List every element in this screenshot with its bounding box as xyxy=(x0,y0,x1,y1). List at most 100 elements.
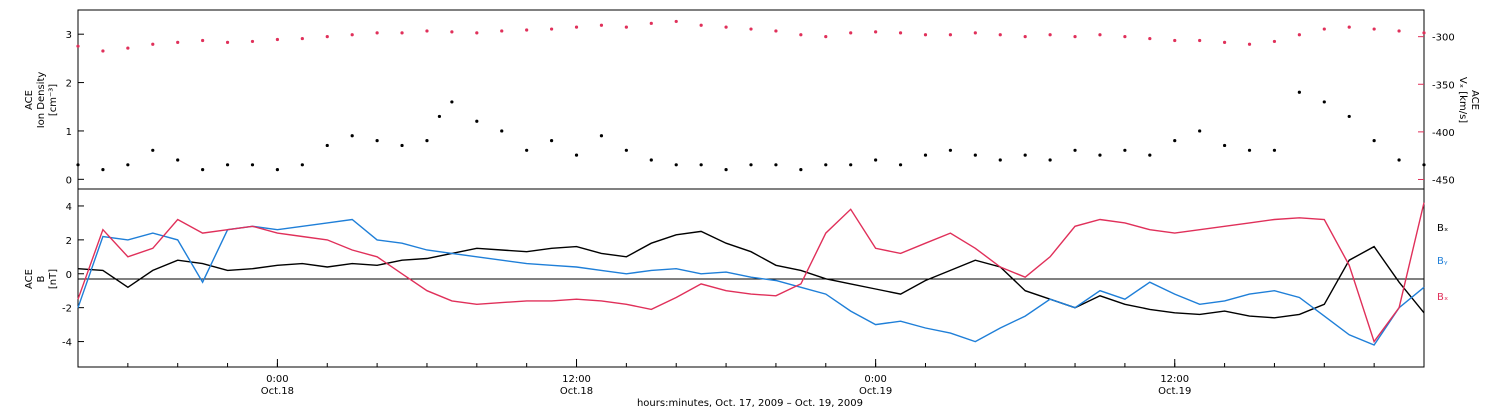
bz-series xyxy=(77,202,1425,344)
density-point-30 xyxy=(799,168,803,172)
density-point-31 xyxy=(824,163,828,167)
vx-point-22 xyxy=(624,25,628,29)
density-point-16 xyxy=(450,100,454,104)
density-point-19 xyxy=(525,148,529,152)
bx-series xyxy=(77,230,1425,319)
density-point-32 xyxy=(849,163,853,167)
top-panel-frame xyxy=(77,9,1425,190)
density-point-1 xyxy=(101,168,105,172)
vx-point-41 xyxy=(1098,33,1102,37)
x-axis-title: hours:minutes, Oct. 17, 2009 – Oct. 19, … xyxy=(637,398,863,409)
density-tick-label-3: 3 xyxy=(66,30,72,41)
density-point-18 xyxy=(500,129,504,133)
vx-point-46 xyxy=(1222,40,1227,44)
vx-point-21 xyxy=(599,23,604,27)
bottom-panel-frame xyxy=(77,188,1425,368)
density-point-26 xyxy=(699,163,703,167)
vx-point-35 xyxy=(948,33,953,37)
vx-point-47 xyxy=(1247,42,1252,46)
x-tick-date-0: Oct.18 xyxy=(261,386,294,397)
vx-point-50 xyxy=(1322,27,1326,31)
vx-tick-label-0: -300 xyxy=(1432,33,1455,44)
vx-point-32 xyxy=(874,30,878,34)
density-point-17 xyxy=(475,119,479,123)
vx-tick-label-1: -350 xyxy=(1432,80,1455,91)
vx-point-40 xyxy=(1073,35,1077,39)
vx-point-36 xyxy=(973,31,977,35)
density-point-43 xyxy=(1123,148,1127,152)
density-tick-label-2: 2 xyxy=(66,79,72,90)
top-right-label-line2: Vₓ [km/s] xyxy=(1457,77,1468,123)
density-point-23 xyxy=(624,148,628,152)
bottom-left-label-line2: B xyxy=(36,275,47,282)
density-tick-label-0: 0 xyxy=(66,175,72,186)
vx-point-38 xyxy=(1023,35,1027,39)
density-point-4 xyxy=(176,158,180,162)
density-point-47 xyxy=(1222,143,1227,148)
vx-point-10 xyxy=(325,35,329,39)
density-point-36 xyxy=(948,148,953,152)
vx-point-31 xyxy=(849,31,853,35)
vx-point-1 xyxy=(101,49,105,53)
vx-point-29 xyxy=(799,33,803,37)
density-point-15 xyxy=(437,114,442,119)
vx-point-27 xyxy=(749,27,753,31)
density-point-45 xyxy=(1173,139,1177,143)
density-point-33 xyxy=(874,158,878,162)
x-tick-time-2: 0:00 xyxy=(864,374,886,385)
vx-point-39 xyxy=(1048,33,1052,37)
vx-point-2 xyxy=(126,46,130,50)
vx-point-42 xyxy=(1123,35,1127,39)
density-point-42 xyxy=(1098,153,1102,157)
vx-point-45 xyxy=(1198,38,1202,43)
density-point-49 xyxy=(1272,148,1277,152)
vx-point-33 xyxy=(898,31,903,35)
vx-point-18 xyxy=(525,28,529,32)
legend-bz: Bₓ xyxy=(1437,292,1448,303)
legend-by: Bᵧ xyxy=(1437,256,1448,267)
vx-point-51 xyxy=(1347,25,1351,29)
vx-point-26 xyxy=(724,25,728,29)
vx-point-30 xyxy=(824,35,828,39)
density-point-55 xyxy=(1422,163,1426,167)
density-point-21 xyxy=(574,153,579,157)
b-tick-label-2: 0 xyxy=(66,270,72,281)
density-point-5 xyxy=(201,168,205,172)
vx-point-3 xyxy=(151,42,155,46)
density-point-6 xyxy=(225,163,230,167)
vx-point-44 xyxy=(1173,38,1177,43)
bottom-left-label-line3: [nT] xyxy=(48,269,59,289)
density-point-12 xyxy=(375,139,379,143)
density-point-48 xyxy=(1247,148,1252,152)
vx-point-9 xyxy=(300,36,304,41)
top-left-label-line2: Ion Density xyxy=(36,72,47,129)
density-point-51 xyxy=(1322,100,1326,104)
vx-point-24 xyxy=(674,19,678,24)
top-right-axis-label: ACE Vₓ [km/s] xyxy=(1457,77,1480,123)
density-point-41 xyxy=(1073,148,1077,152)
ion-density-series xyxy=(76,90,1426,172)
vx-point-7 xyxy=(250,39,255,44)
density-point-22 xyxy=(599,134,604,138)
x-axis-ticks: 0:00Oct.1812:00Oct.180:00Oct.1912:00Oct.… xyxy=(77,359,1425,397)
density-point-38 xyxy=(998,158,1002,162)
density-point-9 xyxy=(300,163,304,167)
vx-point-34 xyxy=(923,33,928,37)
vx-point-14 xyxy=(425,29,429,33)
density-tick-label-1: 1 xyxy=(66,127,72,138)
density-point-54 xyxy=(1397,158,1401,162)
density-point-0 xyxy=(76,163,80,167)
density-point-50 xyxy=(1297,90,1301,94)
density-point-46 xyxy=(1198,129,1202,133)
by-line xyxy=(77,218,1425,346)
vx-point-15 xyxy=(450,30,454,34)
density-point-35 xyxy=(923,153,928,157)
x-tick-time-1: 12:00 xyxy=(562,374,591,385)
vx-point-6 xyxy=(225,40,230,44)
b-tick-label-3: -2 xyxy=(62,304,72,315)
density-point-2 xyxy=(126,163,130,167)
top-left-label-line3: [cm⁻³] xyxy=(48,84,59,116)
x-tick-time-3: 12:00 xyxy=(1160,374,1189,385)
